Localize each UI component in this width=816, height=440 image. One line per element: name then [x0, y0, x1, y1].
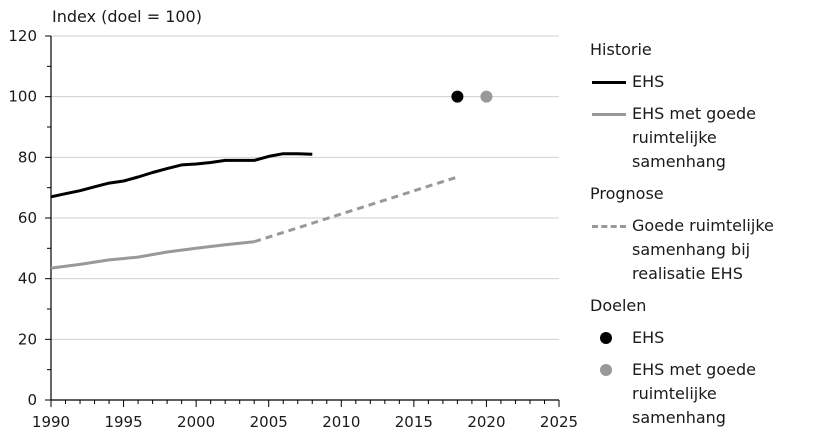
legend-group-doelen: Doelen — [590, 296, 647, 315]
legend-item-prognose: Goede ruimtelijke samenhang bij realisat… — [590, 214, 814, 286]
legend-label: Goede ruimtelijke samenhang bij realisat… — [632, 216, 774, 283]
grey-dot-swatch — [590, 358, 632, 382]
x-tick-label: 2015 — [395, 413, 433, 431]
x-tick-label: 2020 — [467, 413, 505, 431]
legend-item-doel-ehs: EHS — [590, 326, 814, 350]
black-line-swatch — [590, 70, 632, 94]
black-dot-swatch — [590, 326, 632, 350]
target-point-1 — [451, 90, 464, 103]
series-line-2 — [50, 240, 255, 270]
y-axis-title: Index (doel = 100) — [52, 7, 202, 26]
x-tick-label: 2010 — [322, 413, 360, 431]
y-tick-label: 40 — [18, 270, 37, 288]
x-tick-label: 1995 — [104, 413, 142, 431]
y-tick-label: 0 — [27, 391, 37, 409]
legend: Historie EHS EHS met goede ruimtelijke s… — [590, 38, 814, 438]
legend-label: EHS met goede ruimtelijke samenhang — [632, 104, 756, 171]
legend-label: EHS — [632, 72, 665, 91]
legend-item-doel-samenhang: EHS met goede ruimtelijke samenhang — [590, 358, 814, 430]
y-tick-label: 80 — [18, 148, 37, 166]
grey-dashed-line-swatch — [590, 214, 632, 238]
y-tick-label: 120 — [8, 27, 37, 45]
target-point-2 — [480, 90, 493, 103]
x-tick-label: 2000 — [177, 413, 215, 431]
legend-group-historie: Historie — [590, 40, 652, 59]
legend-item-ehs-samenhang: EHS met goede ruimtelijke samenhang — [590, 102, 814, 174]
y-tick-label: 60 — [18, 209, 37, 227]
x-tick-label: 2005 — [250, 413, 288, 431]
y-tick-label: 100 — [8, 88, 37, 106]
legend-item-ehs: EHS — [590, 70, 814, 94]
legend-label: EHS — [632, 328, 665, 347]
legend-group-prognose: Prognose — [590, 184, 664, 203]
x-tick-label: 1990 — [32, 413, 70, 431]
y-tick-label: 20 — [18, 330, 37, 348]
series-line-3 — [253, 175, 458, 244]
x-tick-label: 2025 — [540, 413, 578, 431]
series-line-1 — [50, 152, 313, 199]
legend-label: EHS met goede ruimtelijke samenhang — [632, 360, 756, 427]
grey-line-swatch — [590, 102, 632, 126]
